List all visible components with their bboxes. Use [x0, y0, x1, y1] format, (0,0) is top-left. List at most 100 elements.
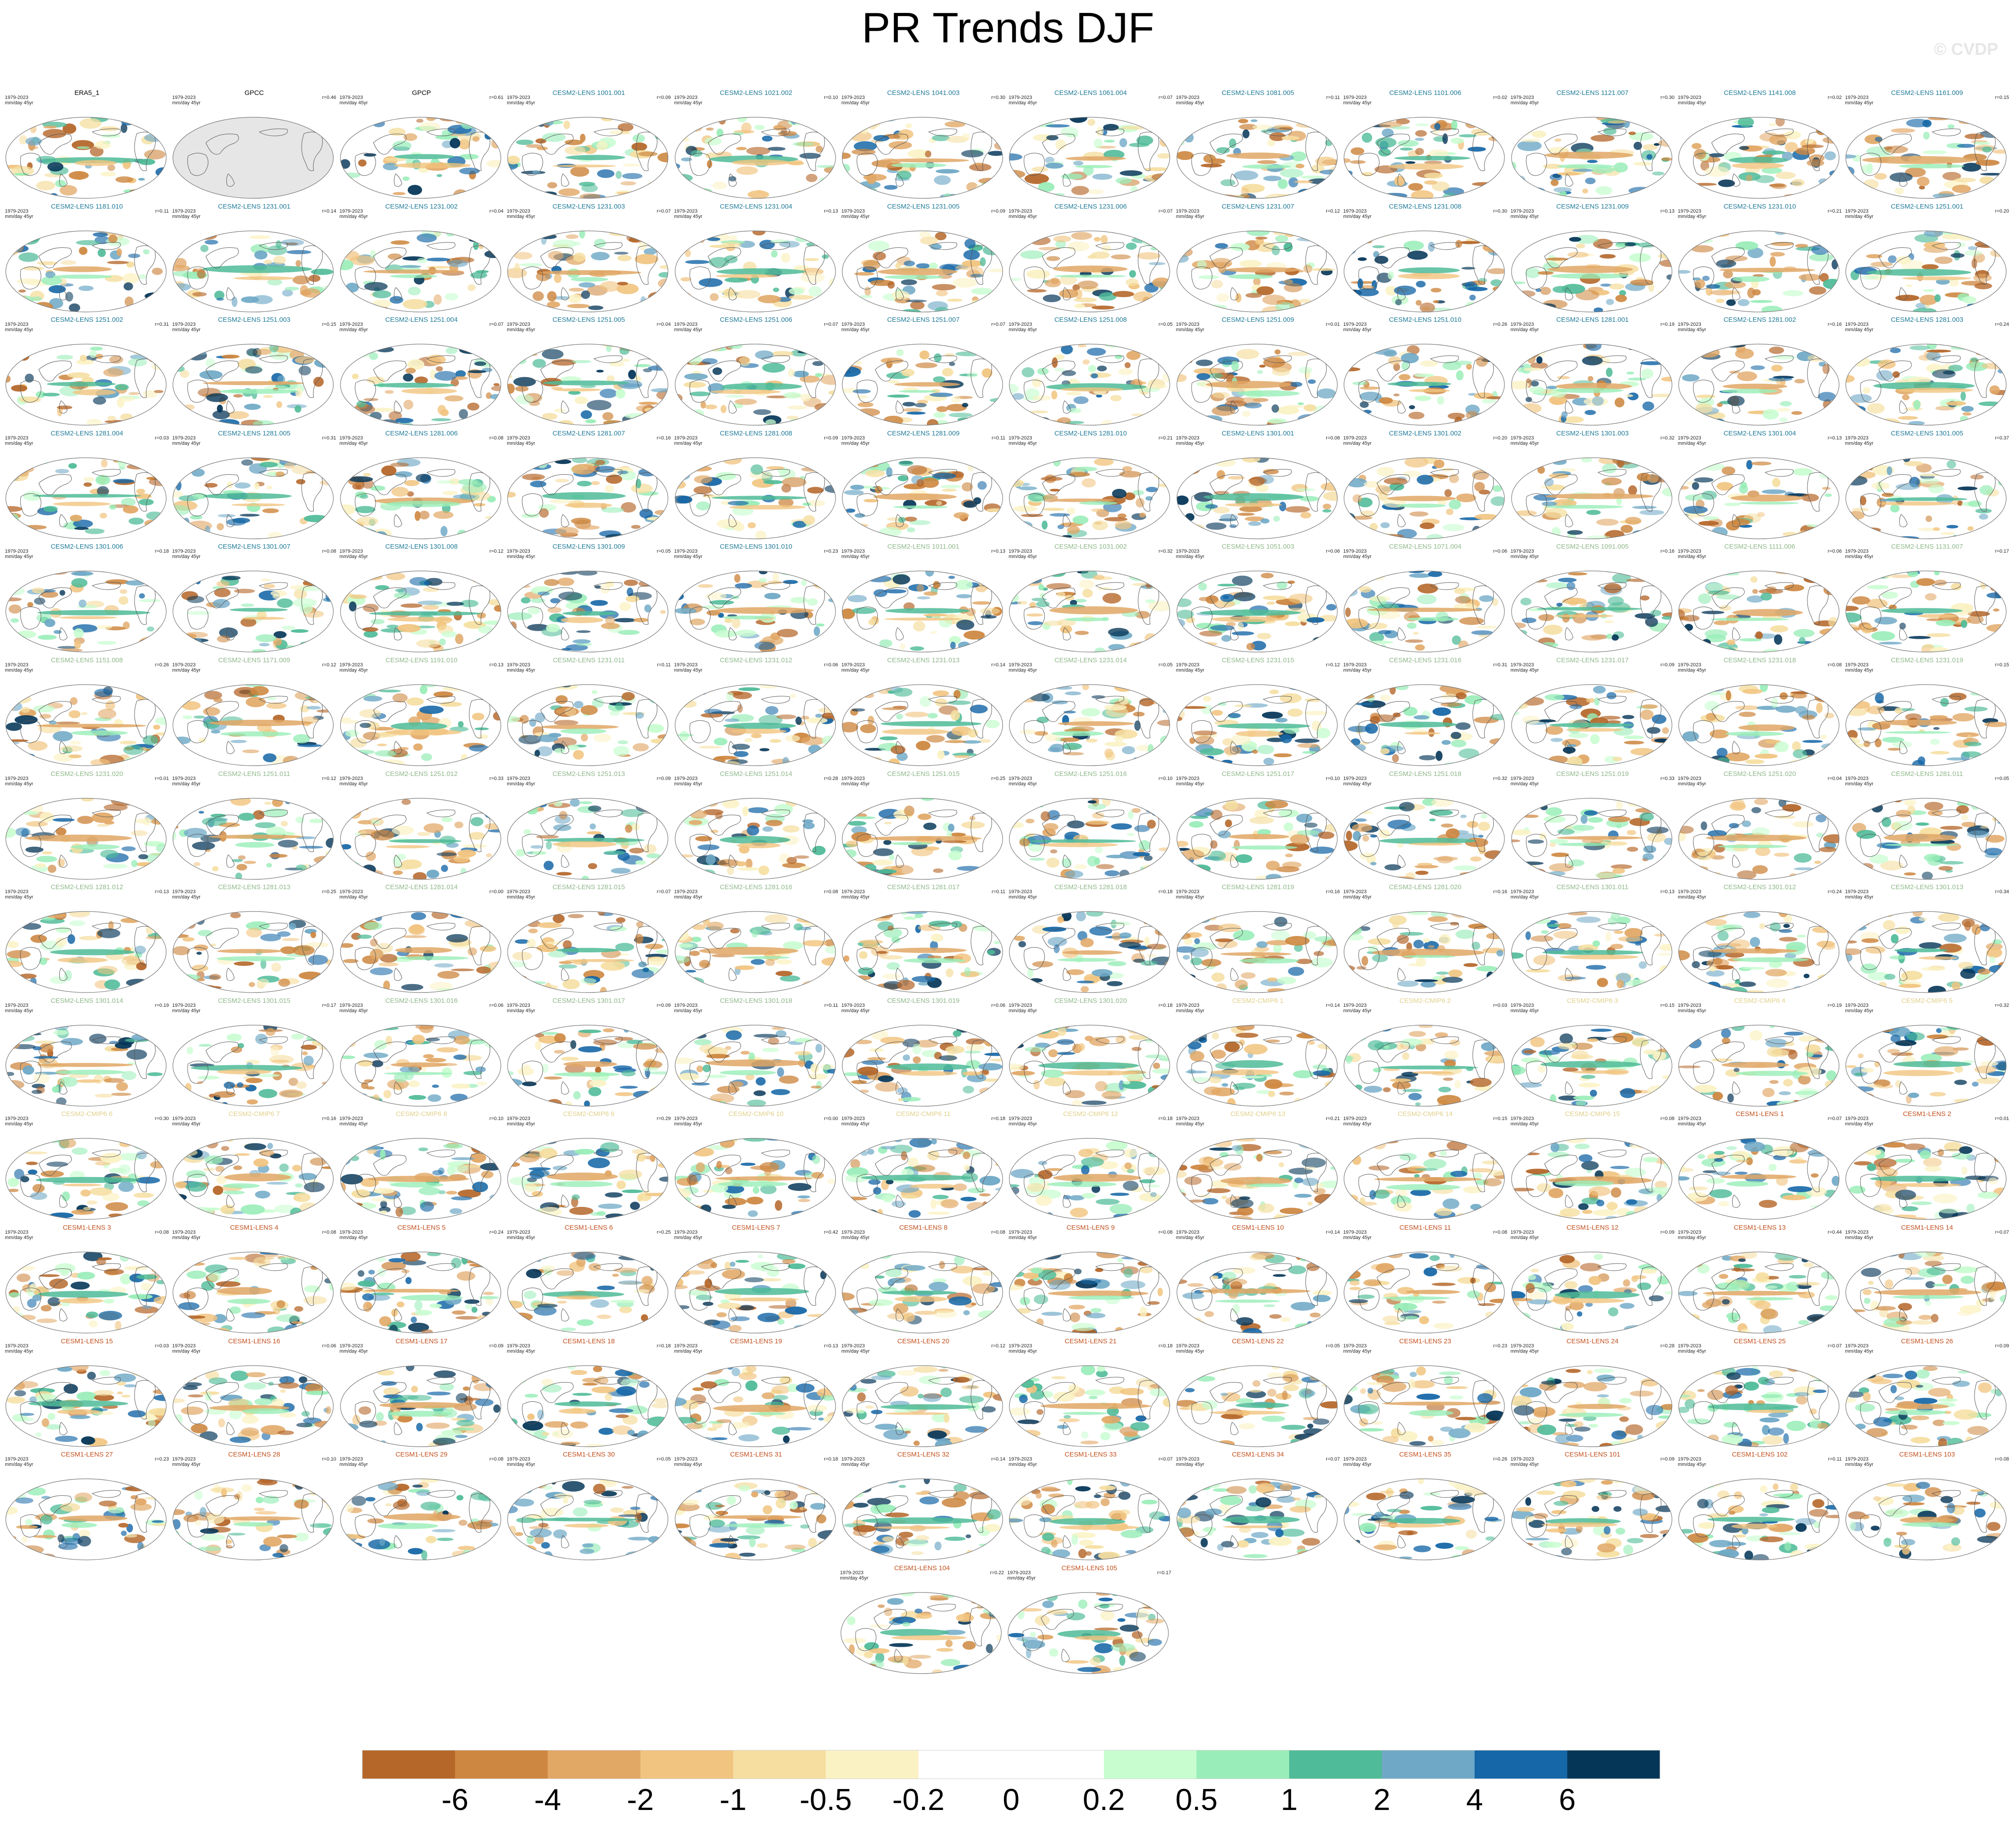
- trend-map: [1176, 1478, 1338, 1560]
- panel-title: CESM1-LENS 104: [894, 1564, 950, 1572]
- map-panel: CESM1-LENS 12 1979-2023 mm/day 45yr r=0.09: [1509, 1224, 1676, 1335]
- trend-map: [5, 1478, 167, 1560]
- trend-map: [1009, 344, 1170, 426]
- map-panel: CESM2-LENS 1281.017 1979-2023 mm/day 45yr r…: [840, 883, 1007, 995]
- panel-period: 1979-2023: [5, 1002, 29, 1008]
- panel-units: mm/day 45yr: [1845, 1235, 1873, 1240]
- panel-units: mm/day 45yr: [1678, 1462, 1706, 1468]
- panel-units: mm/day 45yr: [1343, 1121, 1372, 1127]
- panel-period: 1979-2023: [1845, 95, 1868, 100]
- trend-map: [340, 1138, 501, 1220]
- panel-units: mm/day 45yr: [1678, 554, 1706, 560]
- panel-units: mm/day 45yr: [339, 1348, 368, 1354]
- trend-map: [674, 344, 836, 426]
- panel-title: CESM1-LENS 9: [1066, 1224, 1115, 1231]
- panel-title: CESM2-LENS 1281.009: [887, 429, 960, 437]
- panel-title: CESM2-LENS 1231.007: [1221, 202, 1295, 210]
- panel-pattern-correlation: r=0.07: [656, 208, 671, 214]
- trend-map: [1009, 684, 1170, 766]
- map-panel: CESM2-LENS 1251.010 1979-2023 mm/day 45yr r…: [1341, 316, 1509, 427]
- panel-pattern-correlation: r=0.14: [1326, 1002, 1340, 1008]
- panel-title: CESM2-LENS 1281.002: [1723, 316, 1796, 324]
- trend-map: [340, 230, 501, 312]
- panel-units: mm/day 45yr: [5, 781, 33, 787]
- panel-pattern-correlation: r=0.32: [1493, 776, 1508, 781]
- panel-period: 1979-2023: [1510, 95, 1534, 100]
- panel-period: 1979-2023: [172, 1457, 196, 1462]
- panel-title: CESM2-CMIP6 2: [1399, 997, 1451, 1005]
- panel-pattern-correlation: r=0.13: [1660, 889, 1675, 895]
- colorbar-tick-label: -4: [534, 1783, 561, 1817]
- panel-period: 1979-2023: [507, 1002, 530, 1008]
- trend-map: [5, 117, 167, 199]
- panel-pattern-correlation: r=0.30: [1493, 208, 1508, 214]
- map-panel: CESM2-LENS 1231.016 1979-2023 mm/day 45yr r…: [1341, 657, 1509, 768]
- panel-pattern-correlation: r=0.07: [1828, 1343, 1842, 1349]
- trend-map: [340, 684, 501, 766]
- panel-units: mm/day 45yr: [507, 213, 535, 219]
- map-panel: CESM2-CMIP6 5 1979-2023 mm/day 45yr r=0.32: [1843, 997, 2011, 1108]
- map-panel: CESM2-LENS 1251.002 1979-2023 mm/day 45yr r…: [3, 316, 171, 427]
- panel-pattern-correlation: r=0.07: [1995, 1230, 2009, 1235]
- panel-period: 1979-2023: [1678, 1116, 1701, 1122]
- page-title: PR Trends DJF: [861, 4, 1155, 52]
- panel-pattern-correlation: r=0.16: [1493, 889, 1508, 895]
- panel-units: mm/day 45yr: [1510, 1235, 1539, 1240]
- trend-map: [1009, 797, 1170, 880]
- panel-title: CESM2-LENS 1051.003: [1221, 543, 1295, 551]
- panel-title: CESM2-LENS 1301.017: [552, 997, 625, 1005]
- panel-period: 1979-2023: [1176, 322, 1200, 328]
- panel-title: CESM2-LENS 1251.015: [887, 770, 960, 778]
- panel-units: mm/day 45yr: [1678, 1348, 1706, 1354]
- panel-title: CESM2-LENS 1011.001: [887, 543, 959, 551]
- panel-pattern-correlation: r=0.26: [1493, 322, 1508, 328]
- panel-title: CESM1-LENS 12: [1566, 1224, 1619, 1231]
- panel-pattern-correlation: r=0.07: [1158, 1457, 1173, 1462]
- map-panel: CESM2-LENS 1041.003 1979-2023 mm/day 45yr r…: [840, 89, 1007, 201]
- trend-map: [507, 117, 668, 199]
- panel-period: 1979-2023: [1343, 1457, 1367, 1462]
- map-panel: CESM1-LENS 11 1979-2023 mm/day 45yr r=0.08: [1341, 1224, 1509, 1335]
- trend-map: [172, 457, 334, 539]
- panel-period: 1979-2023: [1176, 208, 1200, 214]
- map-panel: CESM2-LENS 1231.020 1979-2023 mm/day 45yr r…: [3, 770, 171, 882]
- panel-title: CESM1-LENS 23: [1399, 1337, 1451, 1345]
- panel-period: 1979-2023: [339, 208, 363, 214]
- trend-map: [1845, 797, 2007, 880]
- panel-title: CESM2-CMIP6 10: [728, 1110, 784, 1118]
- panel-period: 1979-2023: [1510, 549, 1534, 554]
- panel-units: mm/day 45yr: [507, 100, 535, 106]
- map-panel: CESM1-LENS 26 1979-2023 mm/day 45yr r=0.09: [1843, 1338, 2011, 1449]
- map-panel: CESM2-LENS 1281.020 1979-2023 mm/day 45yr r…: [1341, 883, 1509, 995]
- panel-units: mm/day 45yr: [1176, 1235, 1205, 1240]
- trend-map: [1845, 570, 2007, 652]
- panel-period: 1979-2023: [1008, 1002, 1032, 1008]
- panel-title: CESM2-CMIP6 7: [228, 1110, 280, 1118]
- map-panel: CESM2-LENS 1251.008 1979-2023 mm/day 45yr r…: [1007, 316, 1174, 427]
- map-panel: CESM2-LENS 1301.004 1979-2023 mm/day 45yr r…: [1676, 430, 1844, 541]
- map-panel: CESM2-LENS 1231.009 1979-2023 mm/day 45yr r…: [1509, 203, 1676, 314]
- panel-period: 1979-2023: [841, 322, 865, 328]
- trend-map: [1344, 911, 1505, 993]
- trend-map: [1511, 344, 1672, 426]
- trend-map: [1176, 117, 1338, 199]
- panel-units: mm/day 45yr: [172, 1235, 201, 1240]
- panel-pattern-correlation: r=0.14: [1326, 1230, 1340, 1235]
- panel-title: CESM2-LENS 1071.004: [1389, 543, 1462, 551]
- trend-map: [340, 117, 501, 199]
- panel-pattern-correlation: r=0.18: [1158, 1116, 1173, 1122]
- panel-title: CESM2-LENS 1161.009: [1891, 89, 1963, 97]
- panel-period: 1979-2023: [674, 435, 698, 441]
- panel-units: mm/day 45yr: [674, 895, 703, 900]
- trend-map: [5, 457, 167, 539]
- panel-title: CESM1-LENS 102: [1732, 1451, 1788, 1459]
- panel-pattern-correlation: r=0.11: [1828, 1457, 1842, 1462]
- panel-period: 1979-2023: [1343, 208, 1367, 214]
- panel-period: 1979-2023: [339, 322, 363, 328]
- panel-pattern-correlation: r=0.12: [1326, 662, 1340, 668]
- map-panel-grid: ERA5_1 1979-2023 mm/day 45yr GPCC 1979-2023 m…: [3, 89, 2011, 1674]
- panel-pattern-correlation: r=0.11: [1326, 95, 1340, 100]
- panel-period: 1979-2023: [339, 889, 363, 895]
- panel-units: mm/day 45yr: [1008, 1121, 1037, 1127]
- panel-title: CESM2-LENS 1281.020: [1389, 883, 1462, 891]
